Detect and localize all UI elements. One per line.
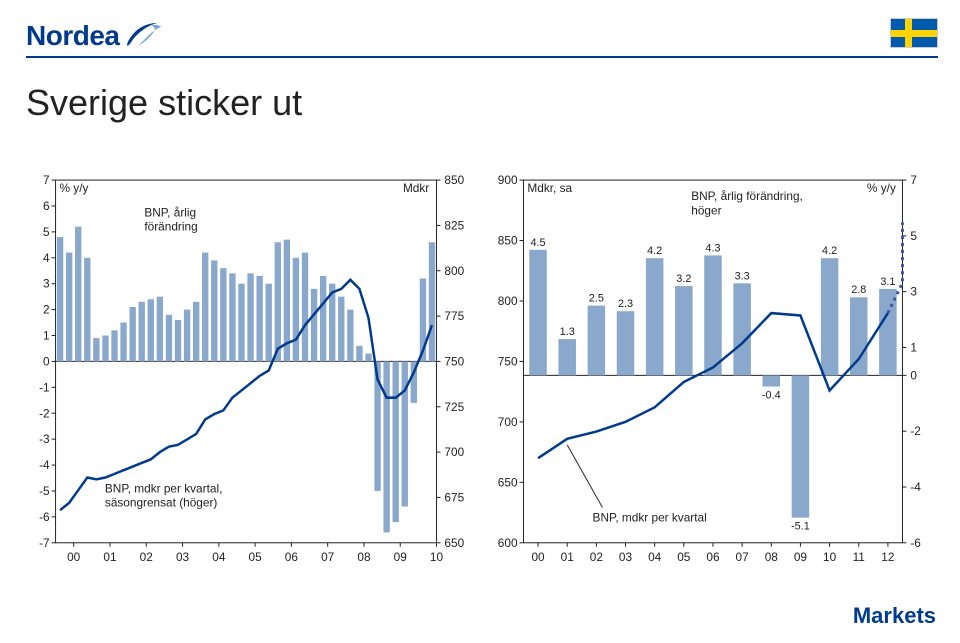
- svg-text:850: 850: [498, 233, 518, 247]
- slide-title: Sverige sticker ut: [26, 82, 302, 124]
- svg-text:750: 750: [498, 354, 518, 368]
- svg-text:7: 7: [910, 173, 917, 187]
- svg-text:02: 02: [140, 550, 154, 564]
- svg-text:3: 3: [910, 285, 917, 299]
- svg-text:08: 08: [357, 550, 371, 564]
- svg-text:12: 12: [881, 550, 895, 564]
- svg-text:förändring: förändring: [144, 219, 197, 233]
- svg-text:750: 750: [444, 354, 464, 368]
- country-flag: [890, 18, 938, 48]
- svg-text:4.3: 4.3: [705, 242, 720, 254]
- svg-text:7: 7: [43, 173, 50, 187]
- svg-text:-7: -7: [39, 536, 50, 550]
- svg-text:02: 02: [590, 550, 604, 564]
- svg-text:6: 6: [43, 199, 50, 213]
- svg-text:10: 10: [430, 550, 444, 564]
- svg-text:08: 08: [765, 550, 779, 564]
- svg-text:-4: -4: [910, 480, 921, 494]
- svg-text:-6: -6: [910, 536, 921, 550]
- svg-text:4: 4: [43, 251, 50, 265]
- footer-brand: Markets: [853, 603, 936, 629]
- svg-text:900: 900: [498, 173, 518, 187]
- svg-text:% y/y: % y/y: [60, 181, 89, 195]
- svg-text:700: 700: [498, 415, 518, 429]
- svg-text:Mdkr: Mdkr: [403, 181, 429, 195]
- svg-text:BNP, mdkr per kvartal: BNP, mdkr per kvartal: [593, 511, 707, 525]
- svg-text:07: 07: [736, 550, 750, 564]
- svg-text:2.3: 2.3: [618, 298, 633, 310]
- svg-text:4.2: 4.2: [822, 245, 837, 257]
- svg-text:0: 0: [43, 354, 50, 368]
- svg-text:% y/y: % y/y: [867, 181, 896, 195]
- svg-text:4.5: 4.5: [531, 237, 546, 249]
- brand-logo: Nordea: [26, 20, 163, 52]
- svg-text:03: 03: [176, 550, 190, 564]
- svg-text:800: 800: [498, 294, 518, 308]
- svg-text:1: 1: [910, 340, 917, 354]
- svg-text:850: 850: [444, 173, 464, 187]
- svg-text:-1: -1: [39, 380, 50, 394]
- svg-text:07: 07: [321, 550, 335, 564]
- svg-text:-3: -3: [39, 432, 50, 446]
- svg-text:BNP, mdkr per kvartal,: BNP, mdkr per kvartal,: [105, 481, 222, 495]
- svg-text:4.2: 4.2: [647, 245, 662, 257]
- svg-text:BNP, årlig förändring,: BNP, årlig förändring,: [691, 189, 803, 203]
- svg-text:06: 06: [706, 550, 720, 564]
- svg-text:3.2: 3.2: [676, 273, 691, 285]
- chart-right: 60065070075080085090075310-2-4-600010203…: [484, 170, 938, 573]
- svg-text:2: 2: [43, 303, 50, 317]
- svg-text:-4: -4: [39, 458, 50, 472]
- header: Nordea: [0, 0, 960, 70]
- svg-text:825: 825: [444, 218, 464, 232]
- charts-region: -7-6-5-4-3-2-101234567650675700725750775…: [22, 170, 938, 573]
- svg-text:3.3: 3.3: [735, 270, 750, 282]
- svg-text:775: 775: [444, 309, 464, 323]
- svg-text:06: 06: [285, 550, 299, 564]
- svg-text:650: 650: [498, 475, 518, 489]
- svg-text:03: 03: [619, 550, 633, 564]
- svg-text:09: 09: [794, 550, 808, 564]
- svg-text:-5.1: -5.1: [791, 521, 810, 533]
- svg-text:3: 3: [43, 277, 50, 291]
- svg-text:1.3: 1.3: [560, 326, 575, 338]
- svg-text:-5: -5: [39, 484, 50, 498]
- svg-text:600: 600: [498, 536, 518, 550]
- svg-text:725: 725: [444, 400, 464, 414]
- svg-text:00: 00: [67, 550, 81, 564]
- brand-logo-text: Nordea: [26, 20, 119, 52]
- svg-text:04: 04: [648, 550, 662, 564]
- svg-text:10: 10: [823, 550, 837, 564]
- svg-text:05: 05: [249, 550, 263, 564]
- svg-text:0: 0: [910, 368, 917, 382]
- svg-text:-2: -2: [39, 406, 50, 420]
- svg-text:2.5: 2.5: [589, 293, 604, 305]
- chart-left: -7-6-5-4-3-2-101234567650675700725750775…: [22, 170, 476, 573]
- svg-text:650: 650: [444, 536, 464, 550]
- svg-text:09: 09: [394, 550, 408, 564]
- svg-text:1: 1: [43, 328, 50, 342]
- svg-text:3.1: 3.1: [880, 276, 895, 288]
- svg-text:5: 5: [910, 229, 917, 243]
- svg-text:04: 04: [212, 550, 226, 564]
- svg-text:säsongrensat (höger): säsongrensat (höger): [105, 495, 217, 509]
- svg-text:700: 700: [444, 445, 464, 459]
- svg-text:-0.4: -0.4: [762, 390, 781, 402]
- svg-text:5: 5: [43, 225, 50, 239]
- svg-text:-2: -2: [910, 424, 921, 438]
- svg-text:Mdkr, sa: Mdkr, sa: [527, 181, 572, 195]
- svg-text:BNP, årlig: BNP, årlig: [144, 205, 196, 219]
- svg-text:11: 11: [853, 550, 866, 564]
- svg-text:05: 05: [677, 550, 691, 564]
- svg-text:-6: -6: [39, 510, 50, 524]
- svg-text:01: 01: [103, 550, 117, 564]
- header-divider: [26, 56, 938, 58]
- svg-text:00: 00: [531, 550, 545, 564]
- svg-text:2.8: 2.8: [851, 284, 866, 296]
- svg-text:höger: höger: [691, 203, 721, 217]
- svg-text:800: 800: [444, 264, 464, 278]
- svg-text:01: 01: [561, 550, 575, 564]
- brand-logo-icon: [125, 21, 163, 51]
- svg-text:675: 675: [444, 490, 464, 504]
